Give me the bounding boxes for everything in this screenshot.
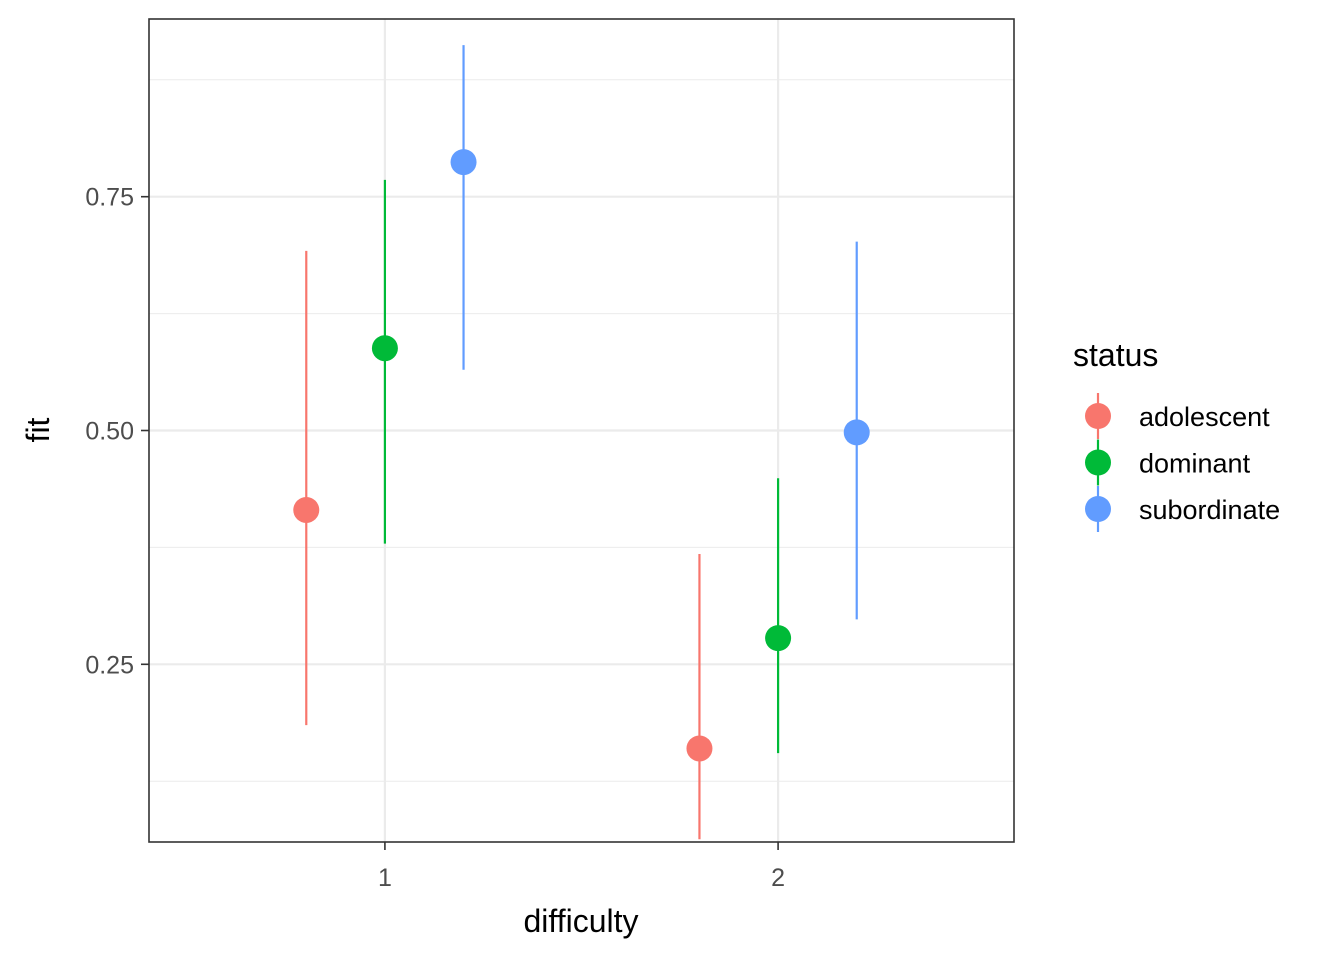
point-dominant xyxy=(371,335,398,362)
y-axis: 0.25 0.50 0.75 xyxy=(85,184,149,679)
legend-label-subordinate: subordinate xyxy=(1139,495,1280,525)
legend-key-point-subordinate xyxy=(1085,496,1111,522)
legend-label-dominant: dominant xyxy=(1139,449,1251,479)
y-tick-label: 0.75 xyxy=(85,184,134,212)
legend: status adolescent dominant subordinate xyxy=(1073,337,1280,532)
data-marks xyxy=(293,45,870,840)
legend-key-point-dominant xyxy=(1085,449,1111,476)
y-tick-label: 0.25 xyxy=(85,651,134,679)
point-adolescent xyxy=(293,496,320,523)
point-subordinate xyxy=(450,149,477,176)
legend-items: adolescent dominant subordinate xyxy=(1085,393,1280,532)
point-adolescent xyxy=(686,735,713,762)
legend-title: status xyxy=(1073,337,1158,373)
x-tick-label: 1 xyxy=(378,864,392,892)
y-axis-title: fit xyxy=(20,417,56,442)
point-dominant xyxy=(765,625,792,652)
y-tick-label: 0.50 xyxy=(85,418,134,446)
legend-label-adolescent: adolescent xyxy=(1139,402,1270,432)
legend-key-point-adolescent xyxy=(1085,403,1111,429)
point-subordinate xyxy=(843,419,870,446)
x-tick-label: 2 xyxy=(771,864,785,892)
minor-gridlines xyxy=(149,79,1014,782)
x-axis-title: difficulty xyxy=(523,903,638,939)
